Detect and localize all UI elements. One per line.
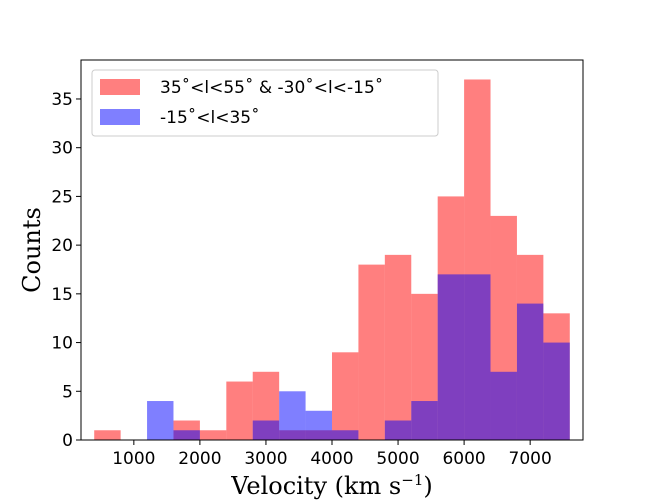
x-axis-label: Velocity (km s−1) [230, 471, 433, 500]
bar-series-2 [464, 274, 491, 440]
legend-box [91, 69, 439, 137]
legend: 35˚<l<55˚ & -30˚<l<-15˚ -15˚<l<35˚ [91, 69, 439, 137]
x-tick-label: 2000 [178, 449, 221, 469]
bar-series-2 [543, 342, 570, 440]
legend-swatch [100, 109, 140, 125]
x-tick-label: 7000 [509, 449, 552, 469]
bar-series-1 [384, 254, 412, 440]
bar-series-1 [226, 381, 253, 440]
bar-series-1 [332, 352, 359, 440]
legend-label: 35˚<l<55˚ & -30˚<l<-15˚ [160, 77, 383, 98]
legend-label: -15˚<l<35˚ [160, 107, 260, 128]
bar-series-1 [94, 430, 121, 440]
x-tick-label: 5000 [376, 449, 419, 469]
y-tick-label: 10 [51, 334, 73, 354]
y-tick-label: 25 [51, 187, 73, 207]
bar-series-1 [358, 264, 385, 440]
bar-series-2 [252, 420, 280, 440]
bar-series-2 [384, 420, 412, 440]
bar-series-2 [279, 391, 306, 440]
bar-series-2 [147, 401, 174, 440]
y-tick-label: 35 [51, 90, 73, 110]
bar-series-2 [516, 303, 544, 440]
y-axis-label: Counts [18, 207, 46, 293]
y-tick-label: 0 [62, 431, 73, 451]
bar-series-1 [199, 430, 227, 440]
x-tick-label: 3000 [244, 449, 287, 469]
x-axis: 1000 2000 3000 4000 5000 6000 7000 [112, 440, 552, 469]
bars-layer [94, 79, 570, 440]
bar-series-2 [173, 430, 200, 440]
bar-series-2 [332, 430, 359, 440]
y-tick-label: 15 [51, 285, 73, 305]
bar-series-2 [490, 371, 517, 440]
x-tick-label: 6000 [442, 449, 485, 469]
x-tick-label: 4000 [310, 449, 353, 469]
bar-series-2 [411, 401, 438, 440]
y-axis: 0 5 10 15 20 25 30 35 [51, 90, 81, 451]
y-tick-label: 20 [51, 236, 73, 256]
y-tick-label: 5 [62, 382, 73, 402]
bar-series-2 [437, 274, 465, 440]
legend-swatch [100, 79, 140, 95]
y-tick-label: 30 [51, 139, 73, 159]
x-tick-label: 1000 [112, 449, 155, 469]
bar-series-2 [305, 410, 332, 440]
